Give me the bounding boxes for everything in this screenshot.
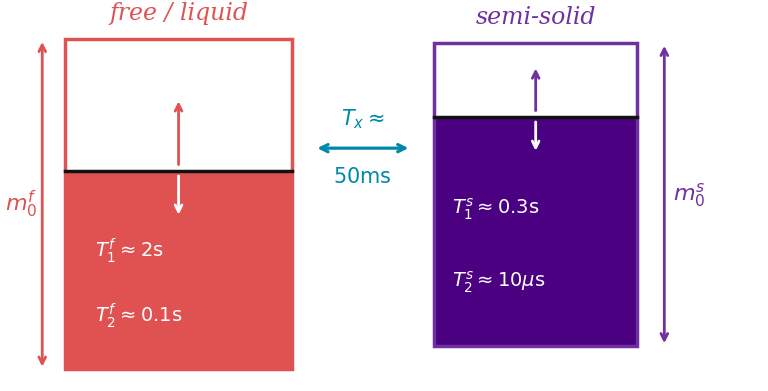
Text: $T_1^f \approx 2\mathrm{s}$: $T_1^f \approx 2\mathrm{s}$ [94, 236, 164, 265]
Bar [65, 39, 292, 369]
Bar [65, 39, 292, 171]
Text: semi-solid: semi-solid [475, 6, 596, 29]
Bar [65, 171, 292, 369]
Bar [434, 43, 637, 117]
Text: $T_2^s \approx 10\mu\mathrm{s}$: $T_2^s \approx 10\mu\mathrm{s}$ [452, 269, 546, 295]
Bar [434, 43, 637, 346]
Text: $T_2^f \approx 0.1\mathrm{s}$: $T_2^f \approx 0.1\mathrm{s}$ [94, 301, 182, 330]
Text: $m_0^s$: $m_0^s$ [673, 181, 705, 208]
Bar [434, 117, 637, 346]
Text: free / liquid: free / liquid [109, 2, 248, 25]
Text: $50\mathrm{ms}$: $50\mathrm{ms}$ [333, 167, 392, 188]
Text: $T_x \approx$: $T_x \approx$ [341, 107, 385, 131]
Text: $m_0^f$: $m_0^f$ [5, 189, 37, 220]
Text: $T_1^s \approx 0.3\mathrm{s}$: $T_1^s \approx 0.3\mathrm{s}$ [452, 196, 540, 222]
